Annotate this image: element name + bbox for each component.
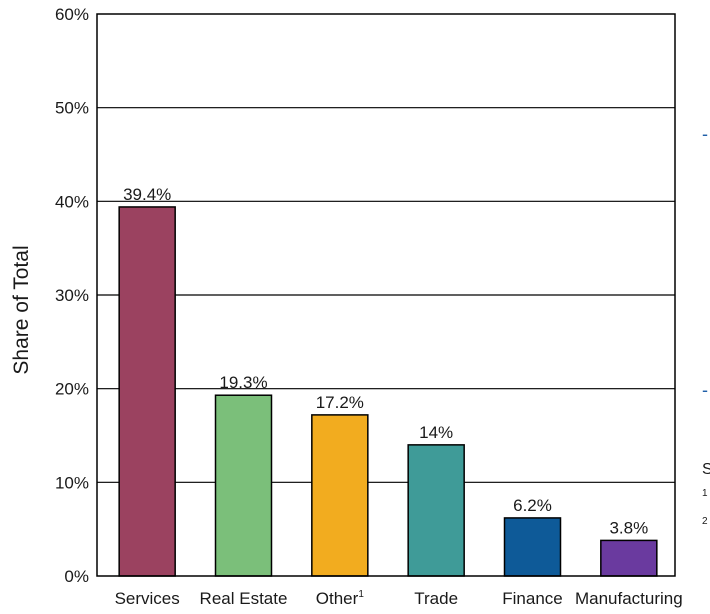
category-label: Manufacturing — [575, 589, 683, 608]
y-tick-label: 0% — [64, 567, 89, 586]
bar-finance — [503, 517, 562, 577]
value-label: 6.2% — [513, 496, 552, 515]
category-label: Real Estate — [200, 589, 288, 608]
bar-trade — [407, 444, 465, 577]
bar-real-estate — [214, 394, 273, 577]
edge-note-1: 1 — [702, 488, 708, 499]
category-labels: Services Real Estate Other1 Trade Finance Man… — [115, 589, 683, 608]
category-label: Other1 — [316, 589, 365, 608]
y-tick-label: 50% — [55, 99, 89, 118]
category-label: Trade — [414, 589, 458, 608]
y-tick-label: 30% — [55, 286, 89, 305]
value-label: 19.3% — [219, 373, 267, 392]
y-tick-labels: 0% 10% 20% 30% 40% 50% 60% — [55, 5, 89, 586]
value-labels: 39.4% 19.3% 17.2% 14% 6.2% 3.8% — [123, 185, 648, 537]
y-axis-label: Share of Total — [10, 245, 33, 374]
y-tick-label: 60% — [55, 5, 89, 24]
plot-frame — [96, 13, 676, 577]
y-tick-label: 20% — [55, 380, 89, 399]
value-label: 39.4% — [123, 185, 171, 204]
bar-other — [311, 414, 369, 577]
y-tick-label: 40% — [55, 192, 89, 211]
edge-note-2: 2 — [702, 516, 708, 527]
edge-dash-bottom: - — [702, 380, 708, 400]
edge-source-initial: S — [702, 461, 710, 478]
bars — [118, 206, 658, 577]
gridlines — [97, 107, 675, 483]
category-label: Finance — [502, 589, 562, 608]
value-label: 3.8% — [609, 518, 648, 537]
value-label: 14% — [419, 423, 453, 442]
bar-services — [118, 206, 176, 577]
edge-dash-top: - — [702, 124, 708, 144]
bar-manufacturing — [600, 539, 658, 577]
category-label: Services — [115, 589, 180, 608]
y-tick-label: 10% — [55, 473, 89, 492]
value-label: 17.2% — [316, 393, 364, 412]
